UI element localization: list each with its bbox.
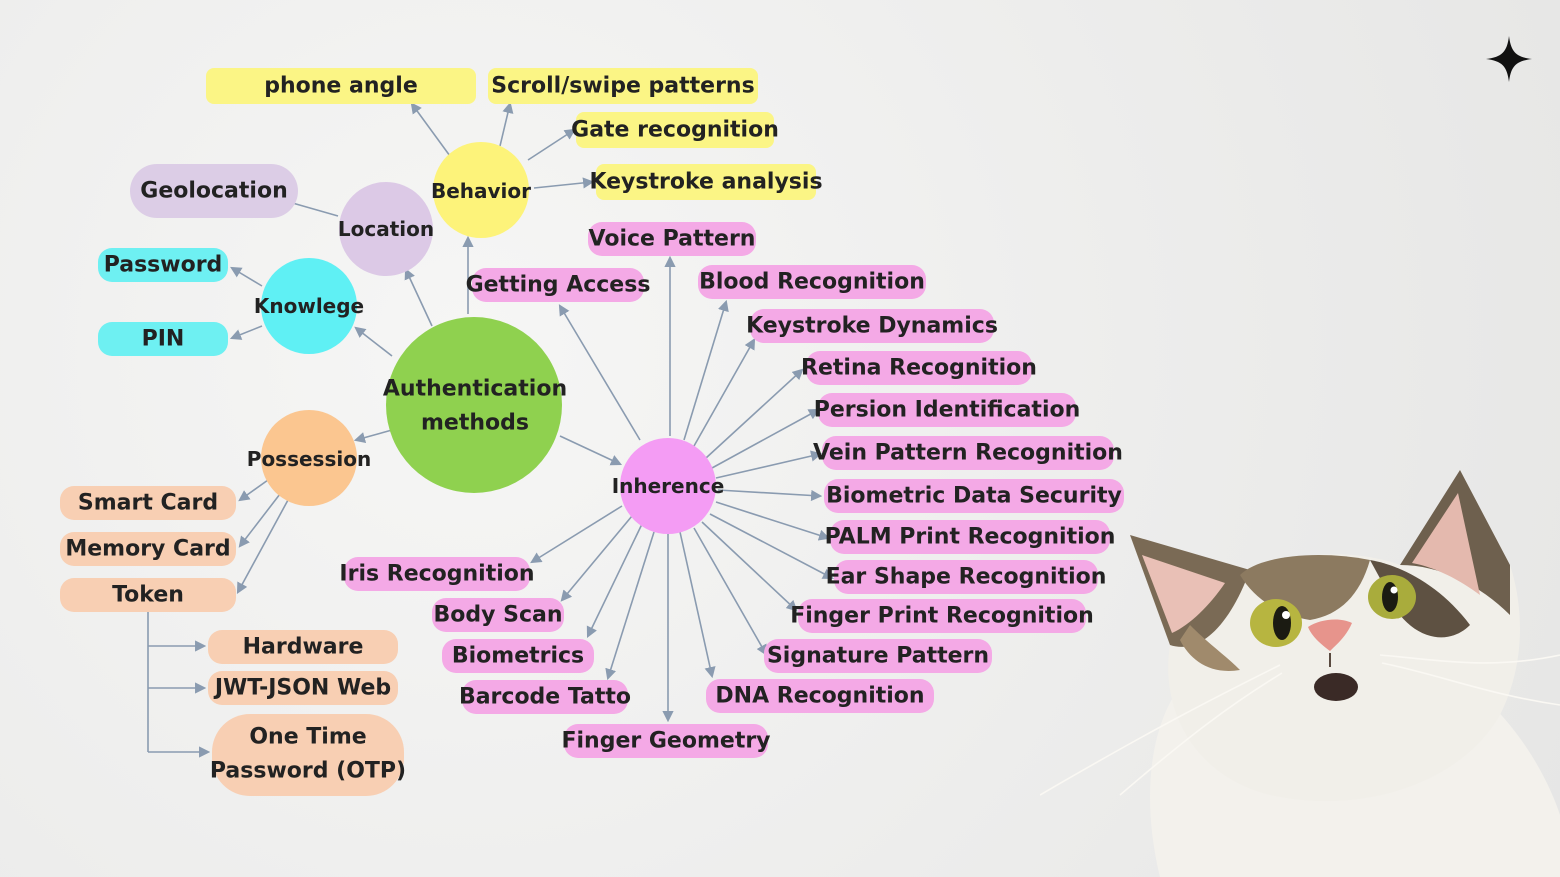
category-knowledge: Knowlege (254, 258, 364, 354)
token-child-jwt: JWT-JSON Web (208, 671, 398, 705)
inherence-leaf-keystroke-dynamics: Keystroke Dynamics (746, 309, 998, 343)
svg-text:Possession: Possession (247, 447, 371, 471)
svg-text:Keystroke Dynamics: Keystroke Dynamics (746, 314, 998, 339)
svg-text:Finger Geometry: Finger Geometry (561, 729, 770, 754)
inherence-leaf-voice-pattern: Voice Pattern (588, 222, 756, 256)
svg-text:Password: Password (104, 253, 223, 278)
behavior-leaf-phone-angle: phone angle (206, 68, 476, 104)
svg-text:Biometric Data Security: Biometric Data Security (826, 484, 1122, 509)
inherence-leaf-biometrics: Biometrics (442, 639, 594, 673)
inherence-leaf-finger-geometry: Finger Geometry (561, 724, 771, 758)
behavior-leaf-scroll-swipe: Scroll/swipe patterns (488, 68, 758, 104)
possession-leaf-token: Token (60, 578, 236, 612)
behavior-leaf-keystroke-analysis: Keystroke analysis (589, 164, 823, 200)
inherence-leaf-biometric-data-security: Biometric Data Security (824, 479, 1124, 513)
token-child-otp: One Time Password (OTP) (210, 714, 406, 796)
svg-text:Body Scan: Body Scan (433, 603, 562, 628)
svg-text:Geolocation: Geolocation (140, 179, 287, 204)
svg-text:Getting Access: Getting Access (466, 273, 651, 298)
inherence-leaf-ear-shape: Ear Shape Recognition (826, 560, 1107, 594)
surprised-cat-photo (1040, 470, 1560, 877)
inherence-leaf-signature-pattern: Signature Pattern (764, 639, 992, 673)
inherence-leaf-palm-print: PALM Print Recognition (825, 520, 1116, 554)
category-behavior: Behavior (431, 142, 531, 238)
svg-text:JWT-JSON Web: JWT-JSON Web (213, 676, 391, 701)
category-inherence: Inherence (612, 438, 725, 534)
svg-text:Token: Token (112, 583, 184, 608)
svg-text:Behavior: Behavior (431, 179, 531, 203)
svg-text:Password (OTP): Password (OTP) (210, 759, 406, 784)
svg-text:Knowlege: Knowlege (254, 294, 364, 318)
svg-text:Authentication: Authentication (383, 377, 567, 402)
svg-text:DNA Recognition: DNA Recognition (715, 684, 924, 709)
possession-leaf-memory-card: Memory Card (60, 532, 236, 566)
sparkle-icon (1486, 36, 1532, 82)
svg-text:Keystroke analysis: Keystroke analysis (589, 170, 822, 195)
svg-text:One Time: One Time (249, 725, 366, 750)
inherence-leaf-dna-recognition: DNA Recognition (706, 679, 934, 713)
svg-text:PIN: PIN (142, 327, 185, 352)
inherence-leaf-iris-recognition: Iris Recognition (339, 557, 535, 591)
svg-text:Iris Recognition: Iris Recognition (339, 562, 534, 587)
inherence-leaf-body-scan: Body Scan (432, 598, 564, 632)
svg-text:Voice Pattern: Voice Pattern (589, 227, 756, 252)
inherence-leaf-persion-identification: Persion Identification (814, 393, 1081, 427)
inherence-leaf-retina-recognition: Retina Recognition (801, 351, 1037, 385)
inherence-leaf-blood-recognition: Blood Recognition (698, 265, 926, 299)
svg-text:Biometrics: Biometrics (452, 644, 584, 669)
svg-text:Hardware: Hardware (243, 635, 364, 660)
svg-text:Gate recognition: Gate recognition (571, 118, 779, 143)
svg-text:Ear Shape Recognition: Ear Shape Recognition (826, 565, 1107, 590)
svg-text:Finger Print Recognition: Finger Print Recognition (790, 604, 1094, 629)
edges (147, 101, 834, 758)
behavior-leaf-gate-recognition: Gate recognition (571, 112, 779, 148)
svg-text:Barcode Tatto: Barcode Tatto (459, 685, 631, 710)
svg-text:Blood Recognition: Blood Recognition (699, 270, 925, 295)
svg-text:Smart Card: Smart Card (78, 491, 218, 516)
possession-leaf-smart-card: Smart Card (60, 486, 236, 520)
svg-text:Retina Recognition: Retina Recognition (801, 356, 1037, 381)
inherence-leaf-barcode-tatto: Barcode Tatto (459, 680, 631, 714)
center-node-authentication-methods: Authentication methods (383, 317, 567, 493)
token-child-hardware: Hardware (208, 630, 398, 664)
svg-text:Vein Pattern Recognition: Vein Pattern Recognition (813, 441, 1123, 466)
svg-text:phone angle: phone angle (264, 74, 417, 99)
category-possession: Possession (247, 410, 371, 506)
svg-text:Scroll/swipe patterns: Scroll/swipe patterns (491, 74, 754, 99)
getting-access-label: Getting Access (466, 268, 651, 302)
svg-text:Memory Card: Memory Card (65, 537, 230, 562)
svg-text:methods: methods (421, 411, 529, 436)
knowledge-leaf-pin: PIN (98, 322, 228, 356)
svg-text:Location: Location (338, 217, 434, 241)
svg-text:Inherence: Inherence (612, 474, 725, 498)
category-location: Location (338, 182, 434, 276)
knowledge-leaf-password: Password (98, 248, 228, 282)
inherence-leaf-finger-print: Finger Print Recognition (790, 599, 1094, 633)
inherence-leaf-vein-pattern: Vein Pattern Recognition (813, 436, 1123, 470)
svg-text:PALM Print Recognition: PALM Print Recognition (825, 525, 1116, 550)
svg-text:Persion Identification: Persion Identification (814, 398, 1081, 423)
location-leaf-geolocation: Geolocation (130, 164, 298, 218)
svg-text:Signature Pattern: Signature Pattern (767, 644, 989, 669)
